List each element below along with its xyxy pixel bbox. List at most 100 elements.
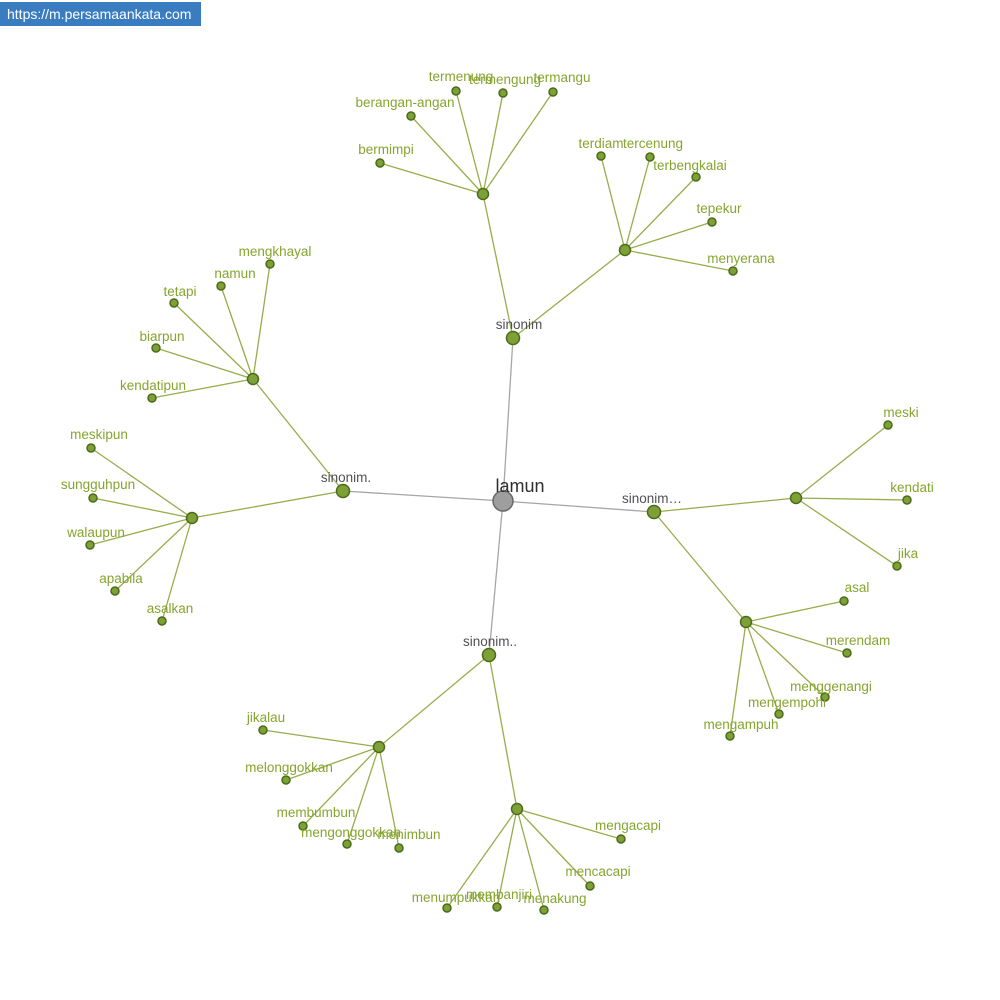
graph-node-label-sinonim-top: sinonim: [496, 317, 543, 332]
graph-node-label-namun: namun: [214, 266, 255, 281]
graph-node-sinonim-top[interactable]: [505, 330, 521, 346]
graph-node-terbengkalai[interactable]: [691, 172, 701, 182]
graph-node-sinonim-left[interactable]: [335, 483, 351, 499]
graph-edge-hub-b2-apabila: [114, 517, 193, 592]
graph-node-bermimpi[interactable]: [375, 158, 385, 168]
graph-node-label-mengonggokkan: mengonggokkan: [301, 825, 401, 840]
graph-node-hub-a1[interactable]: [476, 187, 490, 201]
graph-node-menakung[interactable]: [539, 905, 549, 915]
graph-node-label-tetapi: tetapi: [163, 284, 196, 299]
graph-node-label-menyerana: menyerana: [707, 251, 775, 266]
graph-node-label-menumpukkan: menumpukkan: [412, 890, 501, 905]
graph-edge-hub-b1-tetapi: [173, 302, 254, 380]
graph-node-label-kendati: kendati: [890, 480, 934, 495]
graph-node-namun[interactable]: [216, 281, 226, 291]
graph-node-label-sinonim-right: sinonim…: [622, 491, 682, 506]
graph-node-biarpun[interactable]: [151, 343, 161, 353]
graph-node-tetapi[interactable]: [169, 298, 179, 308]
graph-node-hub-b1[interactable]: [246, 372, 260, 386]
graph-node-kendati[interactable]: [902, 495, 912, 505]
graph-node-walaupun[interactable]: [85, 540, 95, 550]
graph-node-kendatipun[interactable]: [147, 393, 157, 403]
graph-node-hub-d1[interactable]: [372, 740, 386, 754]
graph-node-hub-b2[interactable]: [185, 511, 199, 525]
graph-node-label-tercenung: tercenung: [623, 136, 683, 151]
graph-node-menimbun[interactable]: [394, 843, 404, 853]
graph-node-label-lamun: lamun: [495, 476, 544, 496]
graph-node-label-mengampuh: mengampuh: [703, 717, 778, 732]
graph-edge-hub-a2-tepekur: [624, 221, 713, 251]
graph-node-jika[interactable]: [892, 561, 902, 571]
graph-node-label-biarpun: biarpun: [139, 329, 184, 344]
graph-node-hub-c1[interactable]: [789, 491, 803, 505]
graph-node-label-sinonim-left: sinonim.: [321, 470, 371, 485]
graph-node-hub-c2[interactable]: [739, 615, 753, 629]
graph-node-label-menggenangi: menggenangi: [790, 679, 872, 694]
graph-node-menumpukkan[interactable]: [442, 903, 452, 913]
graph-node-label-bermimpi: bermimpi: [358, 142, 414, 157]
graph-node-sinonim-bottom[interactable]: [481, 647, 497, 663]
graph-node-termengung[interactable]: [498, 88, 508, 98]
graph-edge-hub-b2-sungguhpun: [92, 497, 193, 519]
graph-node-terdiam[interactable]: [596, 151, 606, 161]
graph-node-label-mencacapi: mencacapi: [565, 864, 630, 879]
graph-node-tepekur[interactable]: [707, 217, 717, 227]
graph-edge-hub-c1-kendati: [795, 497, 908, 501]
graph-node-merendam[interactable]: [842, 648, 852, 658]
graph-edge-hub-d2-menumpukkan: [446, 808, 518, 909]
graph-node-label-jika: jika: [897, 546, 919, 561]
graph-edge-hub-b1-mengkhayal: [252, 263, 271, 380]
graph-node-label-menakung: menakung: [523, 891, 586, 906]
graph-node-menyerana[interactable]: [728, 266, 738, 276]
graph-edge-hub-a1-termangu: [482, 91, 554, 195]
graph-edge-hub-b2-meskipun: [90, 447, 193, 519]
graph-node-mengempohi[interactable]: [774, 709, 784, 719]
graph-node-lamun[interactable]: [492, 490, 514, 512]
graph-node-jikalau[interactable]: [258, 725, 268, 735]
graph-node-label-menimbun: menimbun: [377, 827, 440, 842]
graph-node-hub-a2[interactable]: [618, 243, 632, 257]
graph-edge-hub-a1-termenung: [455, 90, 484, 195]
graph-node-apabila[interactable]: [110, 586, 120, 596]
graph-node-asal[interactable]: [839, 596, 849, 606]
graph-node-sinonim-right[interactable]: [646, 504, 662, 520]
graph-node-label-terbengkalai: terbengkalai: [653, 158, 727, 173]
graph-node-termenung[interactable]: [451, 86, 461, 96]
graph-node-label-sinonim-bottom: sinonim..: [463, 634, 517, 649]
graph-edge-sinonim-top-hub-a2: [512, 249, 626, 339]
graph-node-melonggokkan[interactable]: [281, 775, 291, 785]
graph-node-label-merendam: merendam: [826, 633, 891, 648]
graph-node-termangu[interactable]: [548, 87, 558, 97]
graph-edge-hub-a2-terbengkalai: [624, 176, 697, 251]
graph-node-mengkhayal[interactable]: [265, 259, 275, 269]
graph-node-hub-d2[interactable]: [510, 802, 524, 816]
graph-edge-hub-b2-asalkan: [161, 517, 193, 622]
graph-node-asalkan[interactable]: [157, 616, 167, 626]
graph-node-meski[interactable]: [883, 420, 893, 430]
graph-node-berangan-angan[interactable]: [406, 111, 416, 121]
graph-node-menggenangi[interactable]: [820, 692, 830, 702]
graph-node-label-membanjiri: membanjiri: [466, 887, 532, 902]
graph-node-label-mengkhayal: mengkhayal: [239, 244, 312, 259]
graph-node-label-meski: meski: [883, 405, 918, 420]
graph-node-mengacapi[interactable]: [616, 834, 626, 844]
graph-node-label-melonggokkan: melonggokkan: [245, 760, 333, 775]
graph-node-tercenung[interactable]: [645, 152, 655, 162]
graph-node-membanjiri[interactable]: [492, 902, 502, 912]
graph-node-mencacapi[interactable]: [585, 881, 595, 891]
graph-edge-lamun-sinonim-bottom: [488, 500, 504, 656]
graph-node-label-meskipun: meskipun: [70, 427, 128, 442]
graph-edge-hub-c1-meski: [795, 424, 889, 499]
graph-node-mengonggokkan[interactable]: [342, 839, 352, 849]
graph-node-sungguhpun[interactable]: [88, 493, 98, 503]
graph-edge-hub-b1-biarpun: [155, 347, 254, 380]
browser-url-badge: https://m.persamaankata.com: [0, 2, 202, 26]
graph-node-label-walaupun: walaupun: [66, 525, 125, 540]
graph-edge-hub-c2-mengampuh: [729, 621, 747, 737]
graph-edge-hub-d1-membumbun: [302, 746, 380, 827]
graph-node-meskipun[interactable]: [86, 443, 96, 453]
graph-node-mengampuh[interactable]: [725, 731, 735, 741]
graph-node-label-jikalau: jikalau: [246, 710, 285, 725]
graph-node-membumbun[interactable]: [298, 821, 308, 831]
